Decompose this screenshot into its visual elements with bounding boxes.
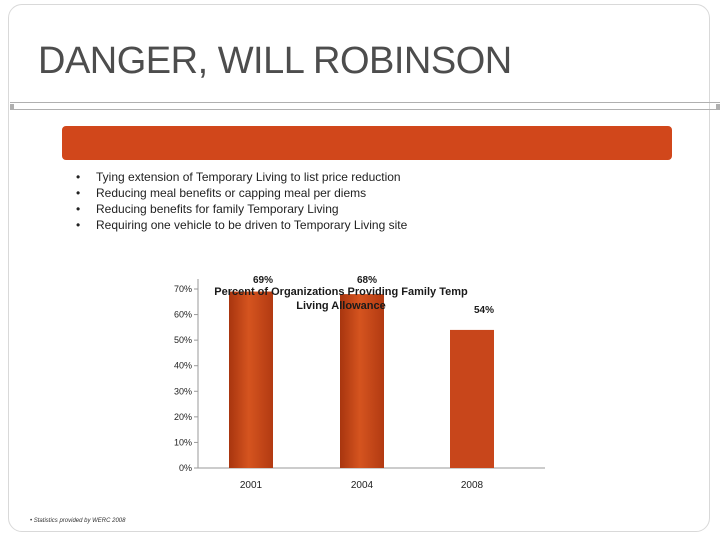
y-tick-label: 30% [174,386,192,396]
data-label: 69% [253,275,273,286]
bullet-item: Requiring one vehicle to be driven to Te… [72,217,407,233]
title-divider [10,102,720,110]
source-footnote: • Statistics provided by WERC 2008 [30,518,126,524]
bullet-list: Tying extension of Temporary Living to l… [72,169,407,233]
x-tick-label: 2001 [240,480,263,491]
y-tick-label: 70% [174,284,192,294]
data-label: 54% [474,305,494,316]
x-tick-label: 2004 [351,480,374,491]
y-tick-label: 10% [174,437,192,447]
y-tick-label: 0% [179,463,192,473]
bar [229,291,273,468]
divider-left-cap [10,104,14,109]
chart-title-line2: Living Allowance [296,300,385,312]
y-tick-label: 40% [174,361,192,371]
x-tick-label: 2008 [461,480,484,491]
bullet-item: Reducing meal benefits or capping meal p… [72,185,407,201]
chart-title-line1: Percent of Organizations Providing Famil… [214,286,468,298]
y-tick-label: 60% [174,310,192,320]
slide-frame [8,4,710,532]
data-label: 68% [357,275,377,286]
y-tick-label: 50% [174,335,192,345]
bar [340,294,384,468]
section-banner [62,126,672,160]
divider-right-cap [716,104,720,109]
bar [450,329,494,468]
slide-title: DANGER, WILL ROBINSON [38,40,512,82]
bar-chart: 0% 10% 20% 30% 40% 50% 60% 70% 2001 2004 2008 69% 68… [174,275,545,491]
bullet-item: Reducing benefits for family Temporary L… [72,201,407,217]
bullet-item: Tying extension of Temporary Living to l… [72,169,407,185]
y-tick-label: 20% [174,412,192,422]
